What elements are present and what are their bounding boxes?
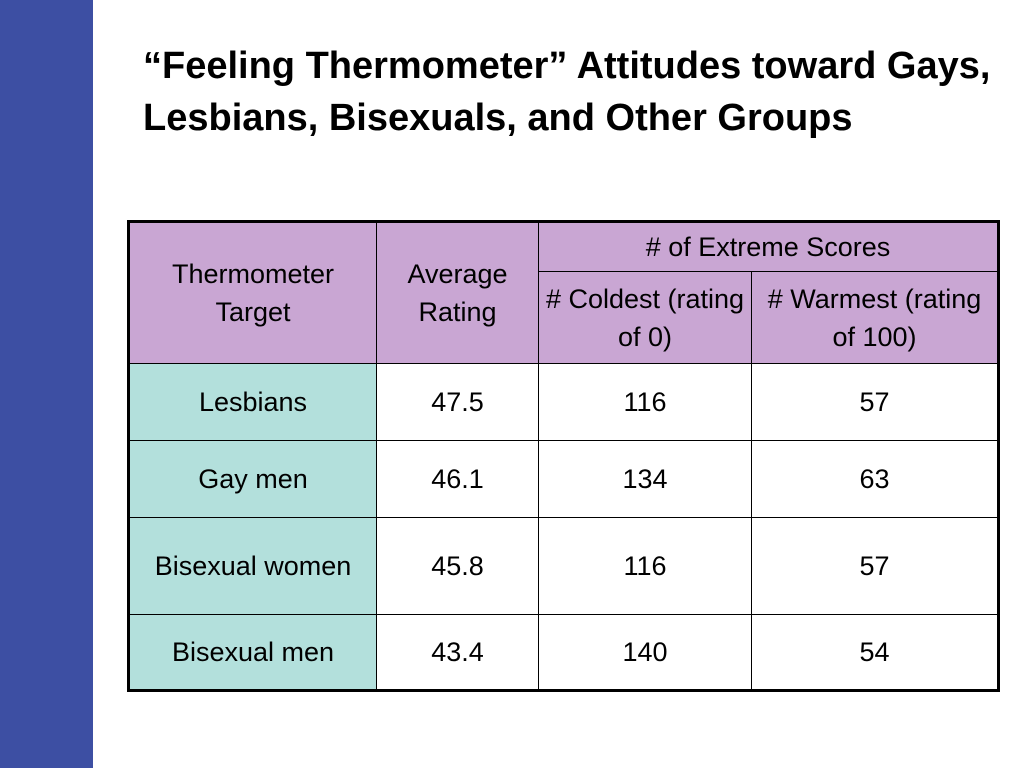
header-warmest: # Warmest (rating of 100) — [751, 271, 999, 364]
row-warmest: 57 — [751, 363, 999, 441]
row-coldest: 140 — [538, 614, 752, 691]
table-row: Bisexual men 43.4 140 54 — [128, 614, 999, 691]
row-coldest: 116 — [538, 363, 752, 441]
left-accent-bar — [0, 0, 93, 768]
row-coldest: 134 — [538, 440, 752, 518]
row-warmest: 54 — [751, 614, 999, 691]
table-row: Gay men 46.1 134 63 — [128, 440, 999, 518]
thermometer-table: Thermometer Target Average Rating # of E… — [127, 220, 1000, 692]
slide-title: “Feeling Thermometer” Attitudes toward G… — [143, 45, 991, 139]
row-average: 45.8 — [376, 517, 539, 615]
row-average: 47.5 — [376, 363, 539, 441]
row-target: Lesbians — [128, 363, 377, 441]
header-average-rating: Average Rating — [376, 221, 539, 364]
row-average: 46.1 — [376, 440, 539, 518]
header-extreme-scores: # of Extreme Scores — [538, 221, 999, 272]
row-warmest: 63 — [751, 440, 999, 518]
table-row: Bisexual women 45.8 116 57 — [128, 517, 999, 615]
row-target: Bisexual men — [128, 614, 377, 691]
table-row: Lesbians 47.5 116 57 — [128, 363, 999, 441]
header-thermometer-target: Thermometer Target — [128, 221, 377, 364]
row-coldest: 116 — [538, 517, 752, 615]
row-target: Gay men — [128, 440, 377, 518]
row-target: Bisexual women — [128, 517, 377, 615]
row-warmest: 57 — [751, 517, 999, 615]
header-coldest: # Coldest (rating of 0) — [538, 271, 752, 364]
row-average: 43.4 — [376, 614, 539, 691]
